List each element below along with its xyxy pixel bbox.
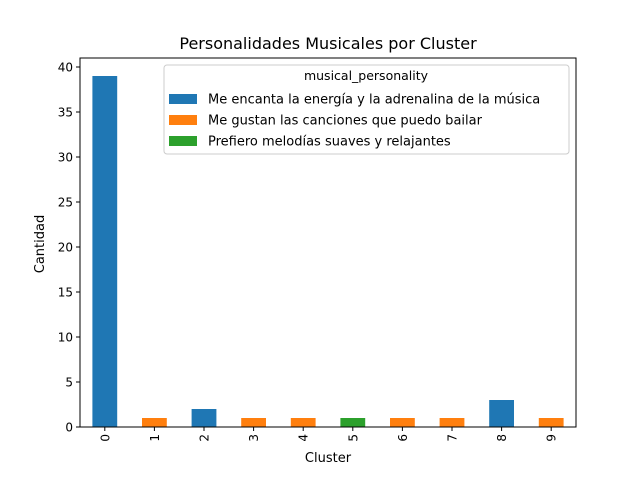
legend-label-1: Me gustan las canciones que puedo bailar [208,114,483,129]
bar-cluster-3-series-1 [241,418,266,427]
chart-title: Personalidades Musicales por Cluster [179,34,477,53]
y-tick-label: 40 [58,61,73,75]
bars-group [92,76,564,427]
bar-cluster-0-series-0 [92,76,118,427]
y-tick-label: 25 [58,196,73,210]
bar-cluster-9-series-1 [538,418,564,427]
y-tick-label: 10 [58,331,73,345]
bar-cluster-5-series-2 [340,418,366,427]
y-axis: 0 5 10 15 20 25 30 35 40 [58,61,80,435]
legend-frame [163,64,570,155]
x-tick-label: 4 [297,434,311,442]
y-tick-label: 30 [58,151,73,165]
x-axis: 0 1 2 3 4 5 6 7 8 9 [98,427,559,442]
legend-entries: Me encanta la energía y la adrenalina de… [169,93,540,150]
legend-swatch-1 [169,115,197,125]
legend-swatch-0 [169,94,197,104]
plot-area: 0 5 10 15 20 25 30 35 40 0 1 2 3 4 5 6 7 8 9 [58,57,577,442]
y-axis-label: Cantidad [33,215,48,273]
x-tick-label: 8 [495,434,509,442]
bar-cluster-8-series-0 [489,400,514,427]
bar-cluster-1-series-1 [142,418,167,427]
plot-frame [79,57,577,428]
y-tick-label: 20 [58,241,73,255]
x-tick-label: 9 [545,434,559,442]
x-tick-label: 7 [446,434,460,442]
y-tick-label: 15 [58,286,73,300]
legend-swatch-2 [169,136,197,146]
bar-cluster-7-series-1 [439,418,465,427]
legend-label-0: Me encanta la energía y la adrenalina de… [208,93,540,108]
legend: musical_personality Me encanta la energí… [163,64,570,155]
x-tick-label: 3 [247,434,261,442]
y-tick-label: 35 [58,106,73,120]
x-tick-label: 0 [98,434,112,442]
bar-cluster-4-series-1 [290,418,316,427]
y-tick-label: 5 [65,376,73,390]
x-axis-label: Cluster [305,451,352,466]
x-tick-label: 1 [148,434,162,442]
bar-cluster-2-series-0 [191,409,217,427]
x-tick-label: 5 [346,434,360,442]
legend-title: musical_personality [304,68,429,83]
x-tick-label: 6 [396,434,410,442]
y-tick-label: 0 [65,421,73,435]
x-tick-label: 2 [198,434,212,442]
bar-cluster-6-series-1 [390,418,415,427]
legend-label-2: Prefiero melodías suaves y relajantes [208,135,451,150]
